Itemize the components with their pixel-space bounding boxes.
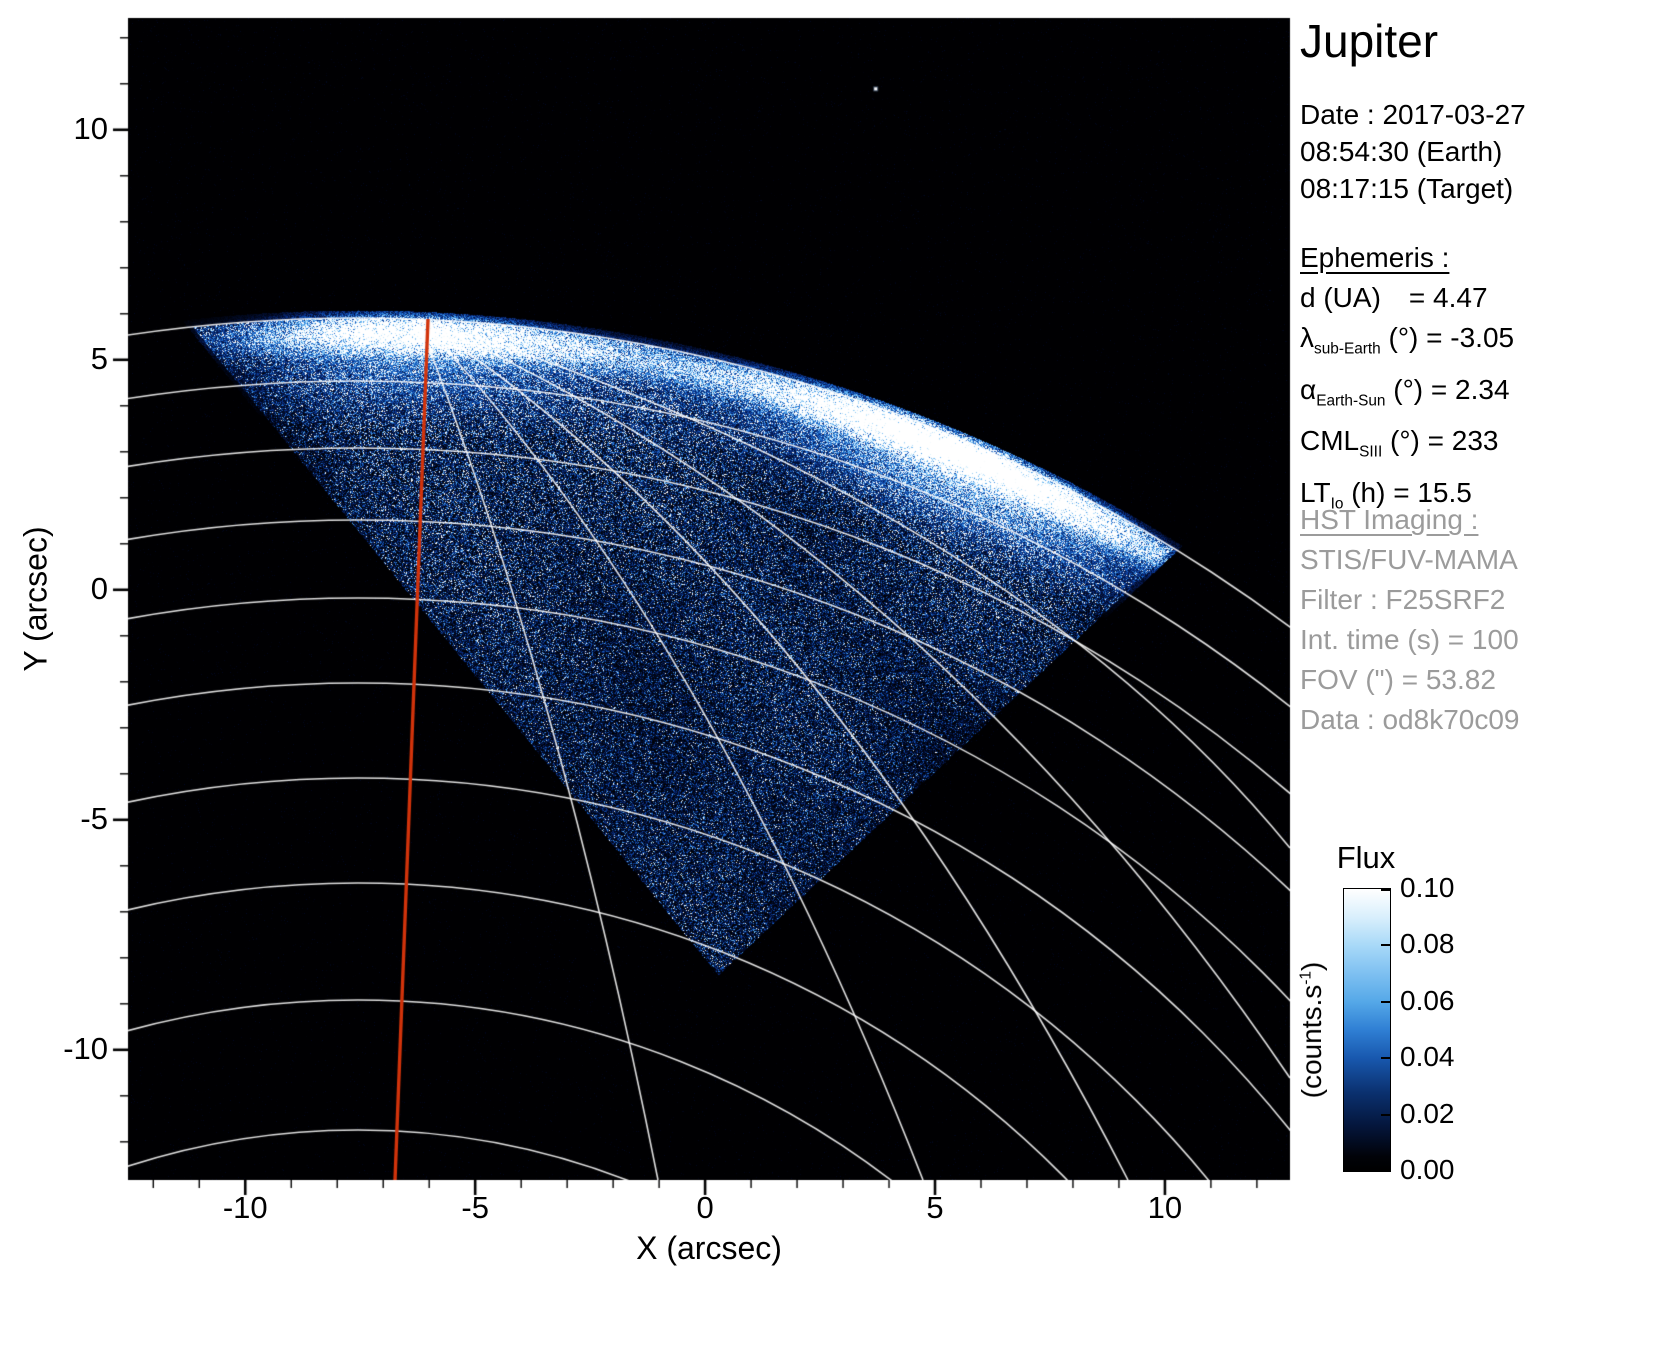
- x-tick-label: -10: [200, 1190, 290, 1226]
- x-tick-label: -5: [430, 1190, 520, 1226]
- x-tick-label: 10: [1120, 1190, 1210, 1226]
- ephemeris-cml: CMLSIII (°) = 233: [1300, 421, 1514, 473]
- colorbar-tick: [1381, 944, 1390, 946]
- hst-filter: Filter : F25SRF2: [1300, 580, 1520, 620]
- hst-imaging-block: HST Imaging : STIS/FUV-MAMA Filter : F25…: [1300, 500, 1520, 740]
- hst-int-time: Int. time (s) = 100: [1300, 620, 1520, 660]
- y-axis-label: Y (arcsec): [18, 526, 55, 671]
- colorbar-tick-label: 0.02: [1400, 1099, 1455, 1129]
- colorbar-unit-label: (counts.s-1): [1296, 962, 1328, 1099]
- plot-canvas: [110, 0, 1300, 1220]
- colorbar-tick: [1381, 1001, 1390, 1003]
- figure-root: -10 -5 0 5 10 10 5 0 -5 -10 X (arcsec) Y (arcsec)…: [0, 0, 1677, 1367]
- y-tick-label: -5: [18, 801, 108, 837]
- hst-data-id: Data : od8k70c09: [1300, 700, 1520, 740]
- colorbar-tick: [1381, 1169, 1390, 1171]
- colorbar-tick: [1381, 1057, 1390, 1059]
- hst-heading: HST Imaging :: [1300, 500, 1520, 540]
- colorbar-title: Flux: [1306, 840, 1426, 876]
- colorbar-tick-label: 0.08: [1400, 929, 1455, 959]
- ephemeris-block: Ephemeris : d (UA) = 4.47 λsub-Earth (°) …: [1300, 238, 1514, 524]
- y-tick-label: -10: [18, 1031, 108, 1067]
- ephemeris-distance: d (UA) = 4.47: [1300, 278, 1514, 318]
- colorbar-tick-label: 0.10: [1400, 873, 1455, 903]
- ephemeris-alpha-earth-sun: αEarth-Sun (°) = 2.34: [1300, 370, 1514, 422]
- date-line-earth-time: 08:54:30 (Earth): [1300, 133, 1526, 170]
- colorbar-tick-label: 0.00: [1400, 1155, 1455, 1185]
- colorbar: [1343, 888, 1391, 1172]
- ephemeris-lambda-sub-earth: λsub-Earth (°) = -3.05: [1300, 318, 1514, 370]
- figure-title: Jupiter: [1300, 14, 1438, 68]
- date-line-date: Date : 2017-03-27: [1300, 96, 1526, 133]
- hst-instrument: STIS/FUV-MAMA: [1300, 540, 1520, 580]
- date-block: Date : 2017-03-27 08:54:30 (Earth) 08:17…: [1300, 96, 1526, 207]
- y-tick-label: 10: [18, 111, 108, 147]
- hst-fov: FOV (") = 53.82: [1300, 660, 1520, 700]
- colorbar-tick-label: 0.06: [1400, 986, 1455, 1016]
- date-line-target-time: 08:17:15 (Target): [1300, 170, 1526, 207]
- x-tick-label: 0: [660, 1190, 750, 1226]
- ephemeris-heading: Ephemeris :: [1300, 238, 1514, 278]
- colorbar-tick: [1381, 1114, 1390, 1116]
- colorbar-tick-label: 0.04: [1400, 1042, 1455, 1072]
- colorbar-tick: [1381, 889, 1390, 891]
- x-tick-label: 5: [890, 1190, 980, 1226]
- y-tick-label: 5: [18, 341, 108, 377]
- x-axis-label: X (arcsec): [559, 1230, 859, 1267]
